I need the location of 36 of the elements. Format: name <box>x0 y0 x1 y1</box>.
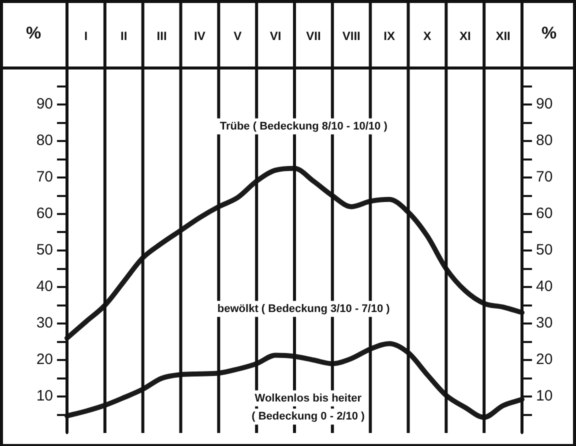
x-tick-label: I <box>84 29 88 44</box>
y2-tick-label: 60 <box>536 205 553 222</box>
y2-tick-label: 30 <box>536 314 553 332</box>
x-tick-label: II <box>120 29 128 44</box>
annotation: ( Bedeckung 0 - 2/10 ) <box>252 410 366 423</box>
y-tick-label: 80 <box>36 132 53 150</box>
y2-tick-label: 10 <box>536 388 553 405</box>
y-tick-label: 30 <box>36 314 53 332</box>
y2-tick-label: 80 <box>536 132 553 150</box>
annotation: Trübe ( Bedeckung 8/10 - 10/10 ) <box>220 120 388 132</box>
y2-tick-label: 40 <box>536 278 553 296</box>
y2-tick-label: 70 <box>536 168 553 186</box>
x-tick-label: X <box>423 29 432 44</box>
x-tick-label: XII <box>496 29 510 44</box>
y2-tick-label: 90 <box>536 96 553 113</box>
x-tick-label: IX <box>384 29 395 44</box>
y2-tick-label: 50 <box>536 242 553 259</box>
annotation: Wolkenlos bis heiter <box>254 392 362 404</box>
y-tick-label: 60 <box>36 205 53 222</box>
y-axis-title: % <box>26 24 42 43</box>
x-tick-label: III <box>156 29 167 44</box>
y-tick-label: 90 <box>36 96 53 113</box>
x-tick-label: V <box>234 29 242 44</box>
x-tick-label: VIII <box>342 29 360 44</box>
y-tick-label: 40 <box>36 278 53 296</box>
y-tick-label: 70 <box>36 168 53 186</box>
y-tick-label: 50 <box>36 242 53 259</box>
x-tick-label: VII <box>306 29 321 44</box>
annotation: bewölkt ( Bedeckung 3/10 - 7/10 ) <box>217 302 390 315</box>
y2-axis-title: % <box>541 24 557 43</box>
x-tick-label: XI <box>459 29 471 44</box>
y2-tick-label: 20 <box>536 351 553 368</box>
x-tick-label: VI <box>270 29 282 44</box>
x-tick-label: IV <box>194 29 206 44</box>
y-tick-label: 20 <box>36 351 53 368</box>
y-tick-label: 10 <box>36 388 53 405</box>
